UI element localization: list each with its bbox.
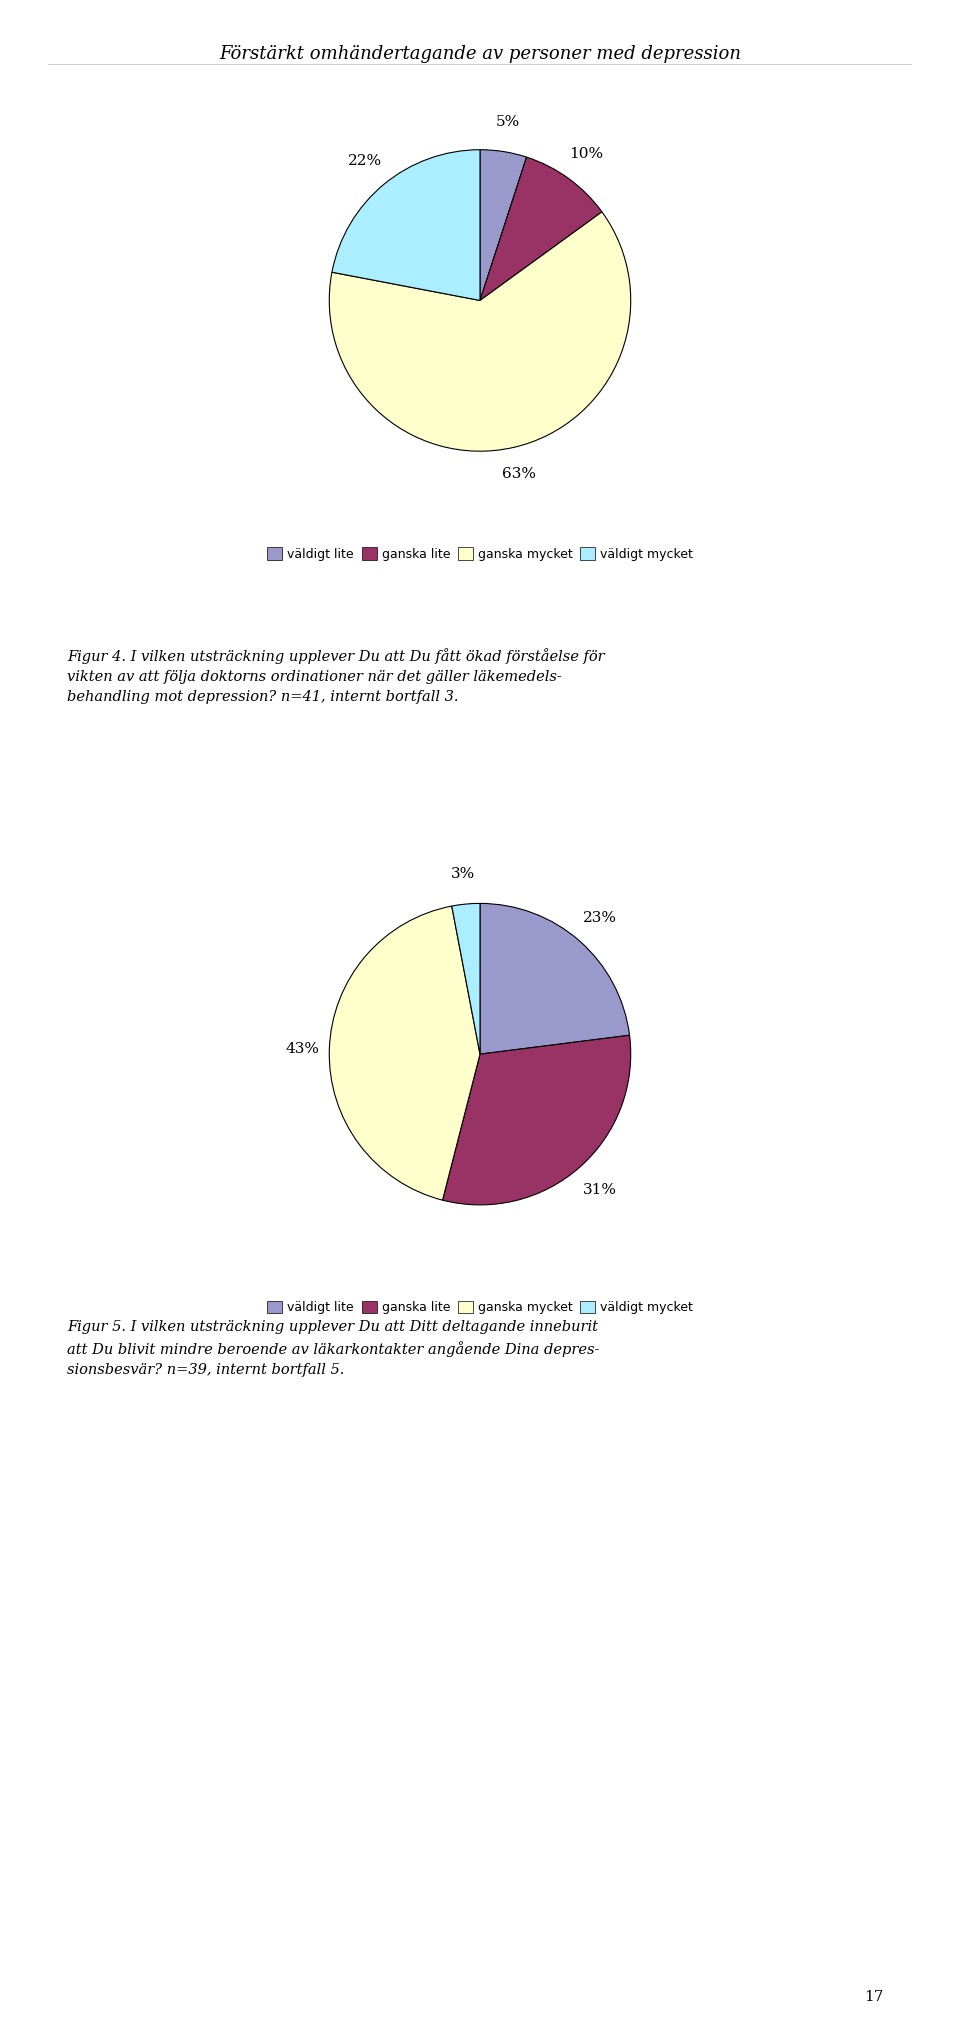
Legend: väldigt lite, ganska lite, ganska mycket, väldigt mycket: väldigt lite, ganska lite, ganska mycket… (262, 1296, 698, 1320)
Wedge shape (480, 157, 602, 299)
Text: Figur 5. I vilken utsträckning upplever Du att Ditt deltagande inneburit
att Du : Figur 5. I vilken utsträckning upplever … (67, 1320, 600, 1377)
Wedge shape (329, 906, 480, 1200)
Wedge shape (480, 904, 630, 1055)
Text: 43%: 43% (285, 1041, 320, 1055)
Wedge shape (332, 151, 480, 299)
Text: Figur 4. I vilken utsträckning upplever Du att Du fått ökad förståelse för
vikte: Figur 4. I vilken utsträckning upplever … (67, 648, 605, 703)
Wedge shape (480, 151, 527, 299)
Text: 63%: 63% (502, 466, 536, 481)
Legend: väldigt lite, ganska lite, ganska mycket, väldigt mycket: väldigt lite, ganska lite, ganska mycket… (262, 542, 698, 566)
Text: 10%: 10% (569, 147, 604, 161)
Wedge shape (452, 904, 480, 1055)
Text: 22%: 22% (348, 155, 382, 169)
Text: 5%: 5% (496, 114, 520, 128)
Wedge shape (443, 1035, 631, 1204)
Text: 3%: 3% (451, 868, 475, 882)
Text: 17: 17 (864, 1990, 883, 2004)
Wedge shape (329, 212, 631, 450)
Text: Förstärkt omhändertagande av personer med depression: Förstärkt omhändertagande av personer me… (219, 45, 741, 63)
Text: 31%: 31% (583, 1183, 616, 1198)
Text: 23%: 23% (583, 911, 616, 925)
